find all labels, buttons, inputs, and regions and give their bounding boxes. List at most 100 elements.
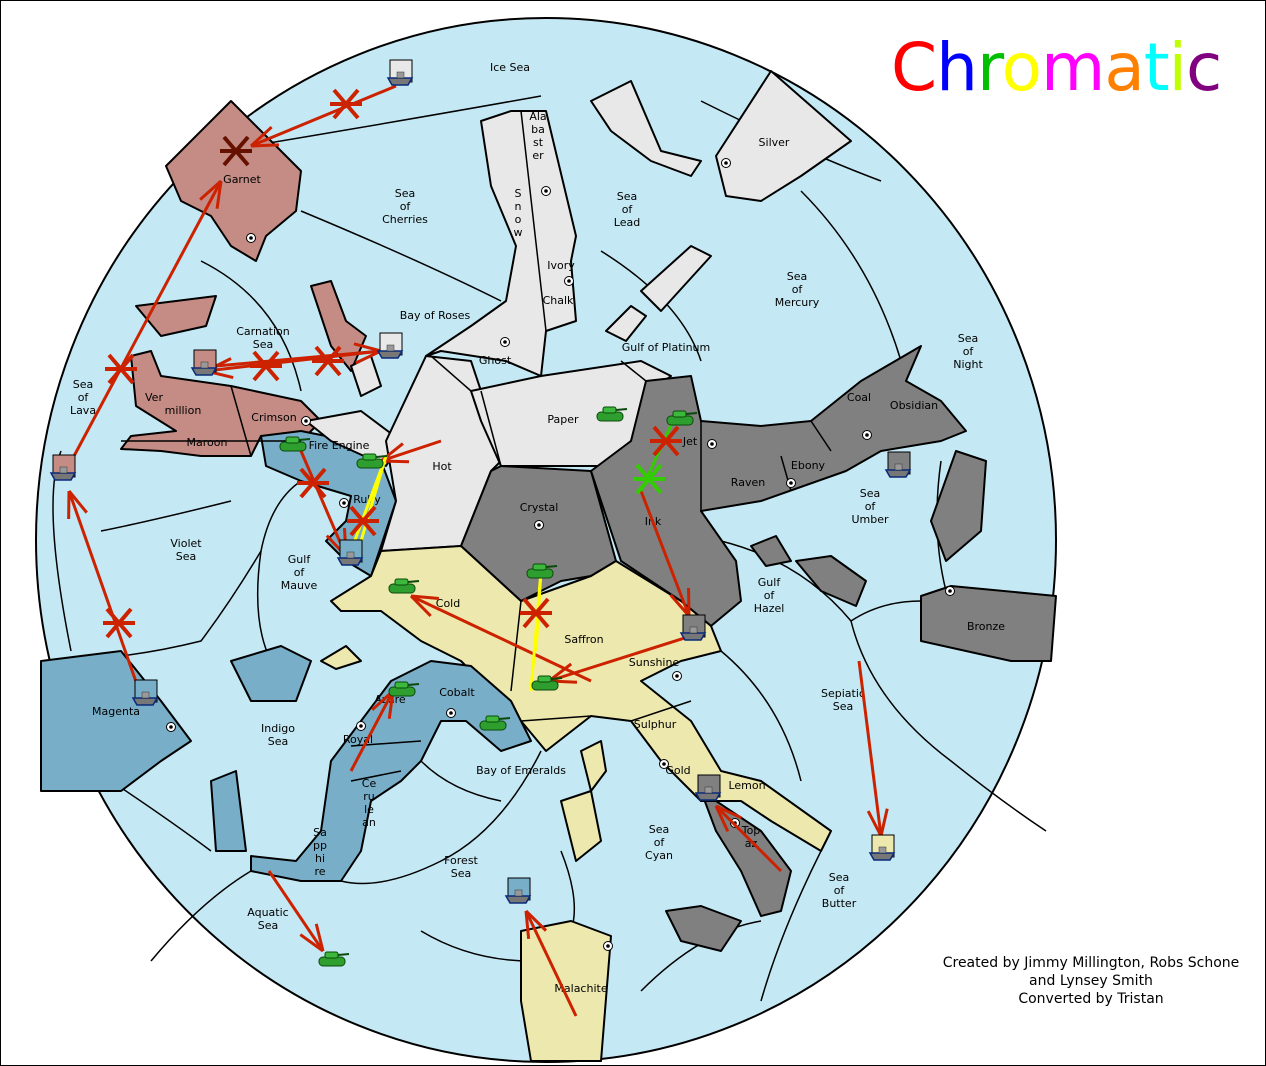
province-label: Bronze: [967, 620, 1005, 633]
arrow-head: [879, 808, 889, 837]
order-line: [714, 804, 783, 873]
province-label: Raven: [731, 476, 765, 489]
umber-island[interactable]: [930, 450, 987, 562]
province-border: [520, 110, 547, 332]
order-line: [524, 910, 578, 1017]
sapphire-island[interactable]: [210, 770, 247, 852]
label-line: ba: [531, 123, 545, 136]
tank-turret: [602, 406, 617, 414]
platinum-islet[interactable]: [605, 305, 647, 342]
army-unit[interactable]: [596, 406, 628, 422]
supply-center-icon: [301, 416, 311, 426]
supply-center-icon: [446, 708, 456, 718]
dislodged-icon: [220, 135, 252, 167]
army-unit[interactable]: [388, 681, 420, 697]
ship-icon: [884, 469, 912, 478]
ship-icon: [386, 77, 414, 86]
province-label: Crimson: [251, 411, 296, 424]
hazel-island[interactable]: [750, 535, 792, 567]
army-unit[interactable]: [531, 675, 563, 691]
province-label: Sepiatic Sea: [821, 687, 865, 713]
label-line: Sea: [268, 735, 289, 748]
label-line: Carnation: [236, 325, 290, 338]
fleet-unit[interactable]: [679, 614, 707, 641]
garnet-region[interactable]: [165, 100, 302, 262]
province-label: Cold: [436, 597, 460, 610]
mauve-island[interactable]: [320, 645, 362, 670]
roses-peninsula[interactable]: [310, 280, 367, 372]
carnation-island[interactable]: [135, 295, 217, 337]
tank-turret: [672, 410, 687, 418]
hazel-island[interactable]: [795, 555, 867, 607]
lead-island[interactable]: [590, 80, 702, 177]
order-arrow: [67, 490, 143, 697]
tank-barrel: [407, 580, 420, 583]
butter-island[interactable]: [665, 905, 742, 952]
label-line: Sunshine: [629, 656, 680, 669]
ship-icon: [190, 367, 218, 376]
label-line: of: [654, 836, 666, 849]
supply-center-dot: [724, 161, 728, 165]
army-unit[interactable]: [388, 578, 420, 594]
province-border: [810, 420, 832, 452]
fleet-unit[interactable]: [504, 877, 532, 904]
province-label: Saffron: [564, 633, 603, 646]
vermillion-maroon-region[interactable]: [120, 350, 322, 457]
map-title: Chromatic: [891, 29, 1222, 106]
label-line: million: [165, 404, 202, 417]
army-unit[interactable]: [666, 410, 698, 426]
emerald-island[interactable]: [580, 740, 607, 792]
snow-ghost-region[interactable]: [425, 110, 577, 377]
indigo-island[interactable]: [230, 645, 312, 702]
fleet-unit[interactable]: [386, 59, 414, 86]
fleet-unit[interactable]: [190, 349, 218, 376]
cobalt-region[interactable]: [250, 660, 532, 882]
order-line: [380, 439, 442, 463]
province-label: Sea of Lead: [614, 190, 640, 229]
province-label: Garnet: [223, 173, 261, 186]
fleet-unit[interactable]: [49, 454, 77, 481]
label-line: Hot: [432, 460, 452, 473]
label-line: Sepiatic: [821, 687, 865, 700]
crystal-region[interactable]: [460, 465, 617, 602]
fleet-unit[interactable]: [884, 451, 912, 478]
fleet-unit[interactable]: [131, 679, 159, 706]
title-letter: a: [1104, 29, 1144, 106]
failed-support-icon: [633, 463, 665, 495]
army-unit[interactable]: [356, 453, 388, 469]
label-line: Lead: [614, 216, 640, 229]
label-line: of: [764, 589, 776, 602]
army-unit[interactable]: [318, 951, 350, 967]
army-unit[interactable]: [526, 563, 558, 579]
ship-icon: [131, 697, 159, 706]
bronze-region[interactable]: [920, 585, 1057, 662]
malachite-region[interactable]: [520, 920, 612, 1062]
silver-region[interactable]: [715, 70, 852, 202]
order-arrow: [714, 804, 783, 873]
army-unit[interactable]: [479, 715, 511, 731]
fleet-unit[interactable]: [336, 539, 364, 566]
tank-turret: [324, 951, 339, 959]
platinum-island[interactable]: [640, 245, 712, 312]
tank-barrel: [550, 677, 563, 680]
tank-turret: [532, 563, 547, 571]
label-line: of: [400, 200, 412, 213]
fleet-unit[interactable]: [694, 774, 722, 801]
army-unit[interactable]: [279, 436, 311, 452]
supply-center-icon: [246, 233, 256, 243]
fleet-unit[interactable]: [868, 834, 896, 861]
label-line: Jet: [682, 435, 698, 448]
supply-center-icon: [166, 722, 176, 732]
supply-center-dot: [544, 189, 548, 193]
label-line: of: [963, 345, 975, 358]
cyan-island[interactable]: [560, 790, 602, 862]
sea-border: [760, 850, 822, 1002]
label-line: of: [78, 391, 90, 404]
province-label: Bay of Emeralds: [476, 764, 566, 777]
order-line: [857, 660, 883, 837]
label-line: Violet: [170, 537, 202, 550]
label-line: az: [745, 837, 758, 850]
fleet-unit[interactable]: [376, 332, 404, 359]
